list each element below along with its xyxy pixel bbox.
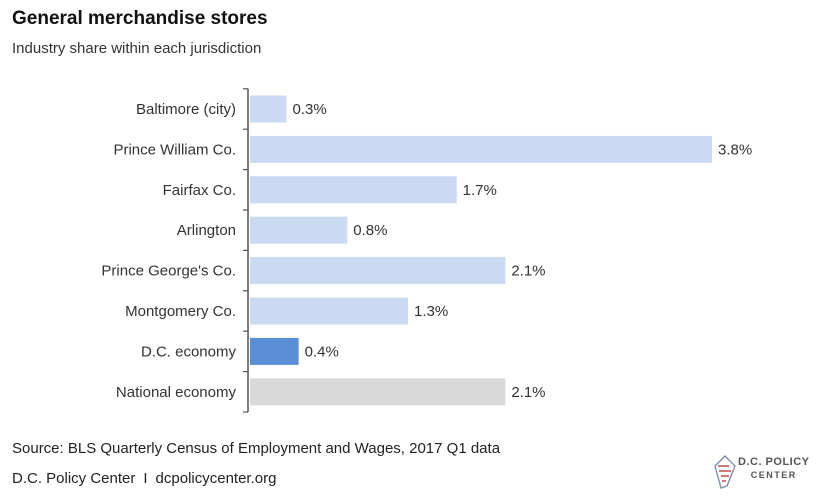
org-url[interactable]: dcpolicycenter.org <box>155 470 277 487</box>
value-label: 2.1% <box>511 263 545 280</box>
dc-map-icon <box>714 455 736 489</box>
category-label: Prince William Co. <box>113 141 236 158</box>
chart-subtitle: Industry share within each jurisdiction <box>12 40 262 57</box>
value-label: 2.1% <box>511 384 545 401</box>
chart-title: General merchandise stores <box>12 8 268 29</box>
dc-policy-center-logo: D.C. POLICY CENTER <box>712 452 818 492</box>
value-label: 0.4% <box>305 343 339 360</box>
bar <box>250 135 712 163</box>
bar <box>250 216 348 244</box>
value-label: 1.3% <box>414 303 448 320</box>
category-label: National economy <box>116 384 237 401</box>
bar <box>250 297 409 325</box>
bar <box>250 176 457 204</box>
bar-chart: Baltimore (city) 0.3% Prince William Co. 3.… <box>101 88 752 413</box>
bar <box>250 257 506 285</box>
category-label: D.C. economy <box>141 343 237 360</box>
category-label: Prince George's Co. <box>101 263 236 280</box>
logo-text: D.C. POLICY CENTER <box>738 456 810 482</box>
org-name: D.C. Policy Center <box>12 470 136 487</box>
category-label: Arlington <box>177 222 236 239</box>
value-label: 1.7% <box>463 182 497 199</box>
value-label: 0.8% <box>353 222 387 239</box>
category-label: Baltimore (city) <box>136 101 236 118</box>
logo-line-1: D.C. POLICY <box>738 456 810 468</box>
bar <box>250 95 287 123</box>
bar <box>250 337 299 365</box>
footer-separator: I <box>143 470 148 487</box>
value-label: 0.3% <box>292 101 326 118</box>
bar <box>250 378 506 406</box>
source-note: Source: BLS Quarterly Census of Employme… <box>12 440 501 457</box>
category-label: Montgomery Co. <box>125 303 236 320</box>
value-label: 3.8% <box>718 141 752 158</box>
category-label: Fairfax Co. <box>163 182 236 199</box>
logo-line-2: CENTER <box>750 470 797 480</box>
